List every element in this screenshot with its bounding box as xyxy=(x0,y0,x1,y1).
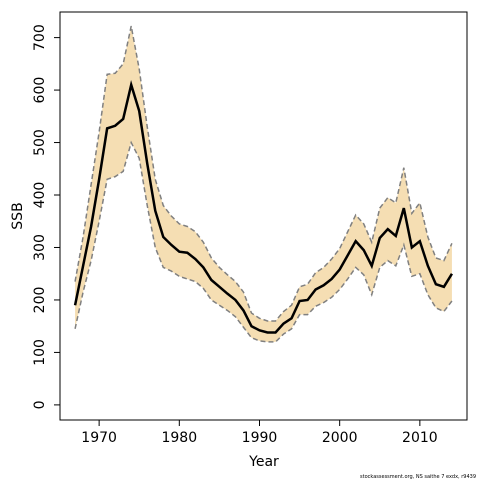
plot-frame xyxy=(59,11,468,421)
x-axis-label: Year xyxy=(248,454,279,470)
y-tick-label: 0 xyxy=(32,400,48,409)
x-tick-label: 2010 xyxy=(402,430,438,446)
y-tick-label: 700 xyxy=(32,24,48,51)
x-tick-label: 1990 xyxy=(242,430,278,446)
y-tick-label: 100 xyxy=(32,339,48,366)
lower-bound xyxy=(74,140,453,343)
x-tick-label: 2000 xyxy=(322,430,358,446)
y-tick-label: 400 xyxy=(32,182,48,209)
y-tick-label: 200 xyxy=(32,287,48,314)
ssb-line xyxy=(73,80,453,334)
upper-bound xyxy=(74,25,453,322)
y-tick-label: 500 xyxy=(32,129,48,156)
y-tick-label: 600 xyxy=(32,77,48,104)
footer: stockassessment.org, NS saithe 7 exdx, r… xyxy=(360,474,476,480)
x-tick-label: 1970 xyxy=(81,430,117,446)
confidence-band xyxy=(75,26,452,342)
y-tick-label: 300 xyxy=(32,234,48,261)
y-axis-label: SSB xyxy=(10,202,26,229)
x-tick-label: 1980 xyxy=(161,430,197,446)
